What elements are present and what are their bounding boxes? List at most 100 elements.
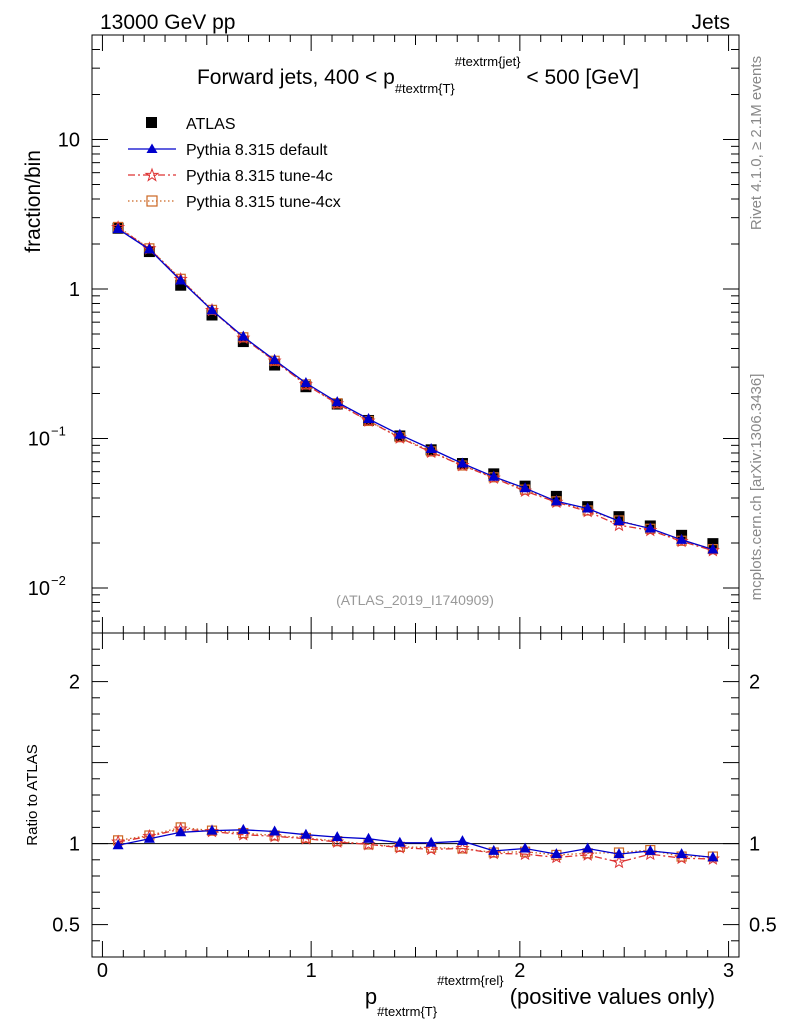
analysis-tag: (ATLAS_2019_I1740909) xyxy=(336,592,494,608)
main-point-default xyxy=(676,533,688,544)
ratio-ytick-label-right: 2 xyxy=(749,672,760,694)
ratio-point-default xyxy=(488,844,500,855)
ratio-point-4c xyxy=(424,841,439,856)
main-point-default xyxy=(456,457,468,468)
main-point-default xyxy=(237,330,249,341)
main-point-4c xyxy=(643,522,658,537)
main-title-head: Forward jets, 400 < p xyxy=(197,66,395,89)
ratio-point-default xyxy=(300,828,312,839)
ratio-point-default xyxy=(456,835,468,846)
legend-label-4cx: Pythia 8.315 tune-4cx xyxy=(186,194,341,211)
ratio-series-line-default xyxy=(117,829,713,859)
energy-label: 13000 GeV pp xyxy=(100,11,235,34)
main-point-default xyxy=(175,274,187,285)
main-point-default xyxy=(394,428,406,439)
ratio-xtick-label: 0 xyxy=(97,960,108,982)
main-point-default xyxy=(613,515,625,526)
main-point-default xyxy=(519,482,531,493)
main-point-4c xyxy=(330,396,345,410)
ratio-point-default xyxy=(613,848,625,859)
main-title-sup: #textrm{jet} xyxy=(455,54,521,69)
main-point-default xyxy=(300,377,312,388)
main-series-line-4cx xyxy=(117,226,714,550)
ratio-point-default xyxy=(143,832,155,843)
ratio-ytick-label-right: 1 xyxy=(749,834,760,856)
ratio-point-4c xyxy=(580,847,595,861)
main-point-default xyxy=(550,495,562,506)
main-ytick-label: 10 xyxy=(28,578,50,600)
ratio-panel-frame xyxy=(91,632,740,958)
ratio-point-default xyxy=(237,823,249,834)
main-point-default xyxy=(206,304,218,315)
ratio-xtick-label: 1 xyxy=(306,960,317,982)
rivet-label: Rivet 4.1.0, ≥ 2.1M events xyxy=(748,56,765,230)
legend: ATLAS Pythia 8.315 default Pythia 8.315 … xyxy=(128,116,341,211)
ratio-point-default xyxy=(425,836,437,847)
atlas-data-point xyxy=(175,279,187,291)
main-point-4c xyxy=(424,444,439,459)
ratio-point-default xyxy=(582,842,594,853)
main-point-default xyxy=(363,413,375,424)
ratio-ytick-label: 1 xyxy=(69,834,80,856)
ratio-point-4c xyxy=(643,846,658,861)
main-point-4c xyxy=(392,430,407,444)
main-title-sub: #textrm{T} xyxy=(395,81,456,96)
main-title: Forward jets, 400 < p#textrm{T} #textrm{j… xyxy=(197,54,639,96)
legend-label-atlas: ATLAS xyxy=(186,116,236,133)
ratio-point-default xyxy=(644,844,656,855)
legend-label-4c: Pythia 8.315 tune-4c xyxy=(186,168,333,185)
main-series-line-4c xyxy=(117,226,714,552)
ratio-xtick-label: 3 xyxy=(723,960,734,982)
ratio-point-default xyxy=(519,842,531,853)
main-point-default xyxy=(707,543,719,554)
main-point-default xyxy=(143,243,155,254)
legend-marker-4cx xyxy=(146,195,158,207)
x-axis-label-tail: (positive values only) xyxy=(504,984,716,1009)
ratio-xtick-label: 2 xyxy=(514,960,525,982)
main-point-4c xyxy=(298,377,313,391)
ratio-point-default xyxy=(112,839,124,850)
ratio-point-default xyxy=(363,832,375,843)
main-series-line-default xyxy=(117,228,714,551)
ratio-point-default xyxy=(206,824,218,835)
main-ytick-label: 1 xyxy=(69,279,80,301)
ratio-point-4c xyxy=(455,841,470,855)
ratio-point-default xyxy=(676,848,688,859)
main-ytick-label: 10 xyxy=(28,428,50,450)
ratio-point-default xyxy=(175,826,187,837)
main-point-default xyxy=(425,443,437,454)
main-point-default xyxy=(488,470,500,481)
ratio-point-default xyxy=(331,831,343,842)
main-point-4c xyxy=(361,413,376,427)
main-point-4c xyxy=(674,534,689,548)
main-point-default xyxy=(331,396,343,407)
ratio-point-4c xyxy=(612,854,626,869)
main-point-default xyxy=(269,354,281,365)
ratio-ytick-label: 0.5 xyxy=(52,915,80,937)
main-point-4c xyxy=(455,458,470,472)
ratio-point-default xyxy=(394,836,406,847)
main-point-default xyxy=(644,522,656,533)
main-ylabel: fraction/bin xyxy=(22,150,45,253)
main-title-tail: < 500 [GeV] xyxy=(521,66,640,89)
main-ytick-exponent: −2 xyxy=(51,573,66,588)
legend-marker-atlas xyxy=(146,117,157,128)
x-axis-label: p#textrm{T} #textrm{rel} (positive values… xyxy=(365,973,715,1019)
main-point-default xyxy=(112,222,124,233)
category-label: Jets xyxy=(691,11,730,34)
ratio-point-4c xyxy=(549,850,564,864)
atlas-data-point xyxy=(206,309,218,321)
ratio-point-default xyxy=(550,848,562,859)
x-axis-label-sub: #textrm{T} xyxy=(377,1004,438,1019)
legend-marker-4c xyxy=(144,167,160,182)
main-ytick-exponent: −1 xyxy=(51,423,66,438)
mcplots-label: mcplots.cern.ch [arXiv:1306.3436] xyxy=(748,374,765,601)
ratio-ytick-label-right: 0.5 xyxy=(749,915,777,937)
ratio-ylabel: Ratio to ATLAS xyxy=(24,744,41,845)
ratio-ytick-label: 2 xyxy=(69,672,80,694)
x-axis-label-sup: #textrm{rel} xyxy=(437,973,504,988)
legend-label-default: Pythia 8.315 default xyxy=(186,142,328,159)
ratio-point-default xyxy=(269,825,281,836)
